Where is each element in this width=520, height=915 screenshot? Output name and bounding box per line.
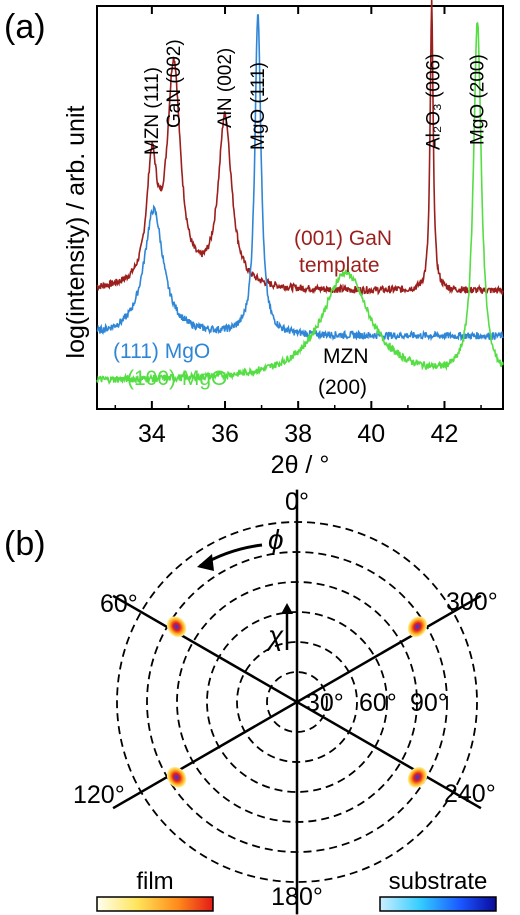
chi-label-30: 30° (306, 689, 344, 717)
phi-label-180: 180° (271, 883, 323, 911)
chi-arrowhead (281, 603, 293, 614)
annotation-mzn: MZN (323, 345, 369, 368)
pole-figure: ϕ χ 0° 60° 120° 180° 240° 300° 30° 60° 9… (73, 488, 498, 915)
phi-label-60: 60° (100, 590, 138, 618)
peak-label-1: GaN (002) (164, 39, 185, 128)
x-tick-label-0: 34 (138, 420, 166, 448)
chi-circle-1 (266, 671, 328, 733)
annotation-200: (200) (318, 376, 367, 399)
y-axis-label: log(intensity) / arb. unit (62, 106, 90, 359)
pole-spot-2 (407, 766, 428, 788)
chi-label-90: 90° (410, 689, 448, 717)
pole-spot-0 (166, 616, 187, 638)
phi-label-300: 300° (446, 588, 498, 616)
x-tick-label-3: 40 (357, 420, 385, 448)
chi-label-60: 60° (359, 689, 397, 717)
phi-label-0: 0° (285, 488, 309, 516)
colorbar-substrate-label: substrate (389, 868, 488, 895)
colorbar-film (96, 896, 214, 912)
phi-arrowhead (197, 554, 214, 571)
x-tick-label-2: 38 (284, 420, 312, 448)
phi-label-240: 240° (444, 780, 496, 808)
peak-label-5: MgO (200) (467, 54, 488, 145)
series-line-2 (96, 21, 504, 386)
colorbar-substrate (379, 896, 497, 912)
peak-label-0: MZN (111) (142, 67, 163, 155)
plot-frame (96, 5, 504, 410)
phi-label-120: 120° (73, 781, 125, 809)
x-tick-label-4: 42 (431, 420, 459, 448)
peak-label-2: AlN (002) (215, 48, 236, 128)
x-tick-label-1: 36 (211, 420, 239, 448)
series-line-1 (96, 14, 504, 342)
panel-b-label: (b) (4, 525, 46, 563)
series-line-0 (96, 0, 504, 296)
chi-symbol: χ (265, 620, 284, 651)
x-axis-label: 2θ / ° (271, 451, 330, 479)
colorbar-film-label: film (136, 868, 173, 895)
phi-symbol: ϕ (268, 524, 284, 555)
annotation-100-mgo: (100) MgO (127, 367, 227, 390)
annotation-111-mgo: (111) MgO (113, 340, 210, 363)
pole-spot-1 (166, 766, 187, 788)
xrd-chart: 34 36 38 40 42 MZN (111) GaN (002) AlN (002) Mg… (62, 0, 504, 479)
pole-spot-3 (407, 616, 428, 638)
annotation-gan-template-2: template (299, 254, 380, 277)
panel-a-label: (a) (4, 8, 46, 46)
annotation-gan-template-1: (001) GaN (294, 227, 392, 250)
peak-label-4: Al₂O₃ (006) (424, 54, 445, 150)
peak-label-3: MgO (111) (248, 62, 269, 150)
